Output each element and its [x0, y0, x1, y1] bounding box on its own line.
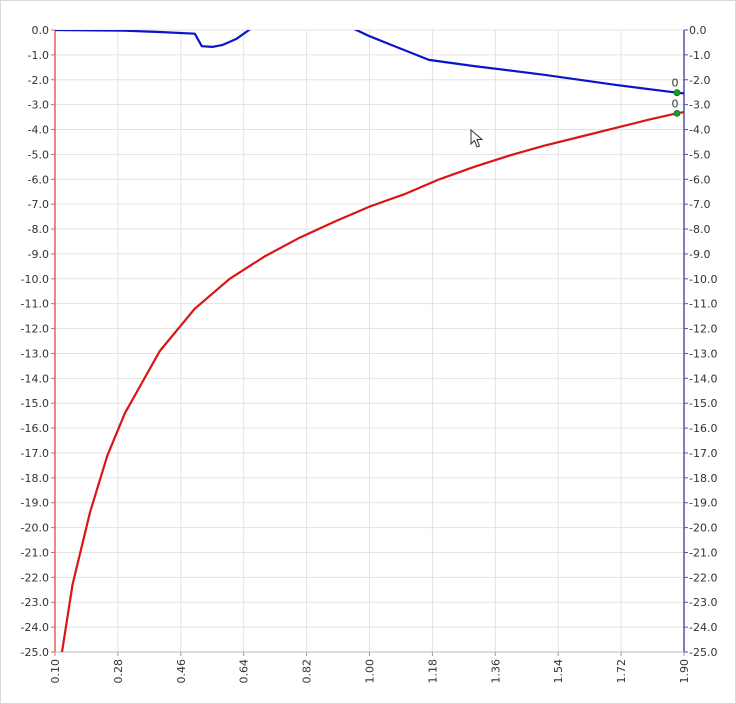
right-y-tick-label: -10.0	[689, 273, 717, 286]
x-tick-label: 0.10	[49, 659, 62, 684]
series-layer	[55, 30, 684, 652]
left-y-tick-label: 0.0	[32, 24, 50, 37]
red-series-line	[60, 111, 684, 652]
left-y-tick-label: -15.0	[21, 397, 49, 410]
left-y-tick-label: -14.0	[21, 372, 49, 385]
right-y-tick-label: -17.0	[689, 447, 717, 460]
right-y-tick-label: -11.0	[689, 298, 717, 311]
left-y-tick-label: -21.0	[21, 546, 49, 559]
right-y-tick-label: 0.0	[689, 24, 707, 37]
right-y-tick-label: -16.0	[689, 422, 717, 435]
x-tick-label: 1.36	[489, 659, 502, 684]
left-y-tick-label: -12.0	[21, 323, 49, 336]
right-y-tick-label: -5.0	[689, 148, 710, 161]
left-y-tick-label: -23.0	[21, 596, 49, 609]
blue-series-end-label: 0	[672, 77, 679, 90]
left-y-tick-label: -25.0	[21, 646, 49, 659]
red-series-end-label: 0	[672, 97, 679, 110]
left-y-tick-label: -9.0	[28, 248, 49, 261]
right-y-tick-label: -21.0	[689, 546, 717, 559]
right-y-tick-label: -24.0	[689, 621, 717, 634]
axes	[51, 29, 688, 656]
right-y-tick-label: -8.0	[689, 223, 710, 236]
right-y-tick-label: -7.0	[689, 198, 710, 211]
left-y-tick-label: -11.0	[21, 298, 49, 311]
arrow-cursor-icon	[470, 129, 484, 148]
left-y-tick-label: -24.0	[21, 621, 49, 634]
right-y-tick-label: -15.0	[689, 397, 717, 410]
right-y-tick-label: -6.0	[689, 173, 710, 186]
left-y-tick-label: -8.0	[28, 223, 49, 236]
right-y-tick-label: -1.0	[689, 49, 710, 62]
red-series-end-marker	[673, 109, 681, 117]
right-y-tick-label: -23.0	[689, 596, 717, 609]
left-y-tick-label: -22.0	[21, 571, 49, 584]
left-y-tick-label: -19.0	[21, 497, 49, 510]
x-tick-label: 1.72	[615, 659, 628, 684]
grid	[54, 29, 685, 653]
left-y-tick-label: -3.0	[28, 99, 49, 112]
tick-labels: 0.0 0.0 -1.0 -1.0 -2.0 -2.0 -3.0 -3.0 -4.0 -4.0 -5…	[21, 24, 718, 684]
blue-series-line	[55, 30, 684, 95]
x-tick-label: 0.46	[175, 659, 188, 684]
blue-series-end-marker	[673, 89, 681, 97]
left-y-tick-label: -7.0	[28, 198, 49, 211]
left-y-tick-label: -5.0	[28, 148, 49, 161]
right-y-tick-label: -19.0	[689, 497, 717, 510]
left-y-tick-label: -6.0	[28, 173, 49, 186]
right-y-tick-label: -9.0	[689, 248, 710, 261]
x-tick-label: 0.28	[112, 659, 125, 684]
left-y-tick-label: -4.0	[28, 124, 49, 137]
x-tick-label: 1.18	[426, 659, 439, 684]
right-y-tick-label: -14.0	[689, 372, 717, 385]
x-tick-label: 0.64	[238, 659, 251, 684]
left-y-tick-label: -16.0	[21, 422, 49, 435]
x-tick-label: 1.90	[678, 659, 691, 684]
right-y-tick-label: -13.0	[689, 347, 717, 360]
right-y-tick-label: -18.0	[689, 472, 717, 485]
right-y-tick-label: -3.0	[689, 99, 710, 112]
left-y-tick-label: -2.0	[28, 74, 49, 87]
right-y-tick-label: -25.0	[689, 646, 717, 659]
left-y-tick-label: -10.0	[21, 273, 49, 286]
right-y-tick-label: -4.0	[689, 124, 710, 137]
right-y-tick-label: -12.0	[689, 323, 717, 336]
left-y-tick-label: -1.0	[28, 49, 49, 62]
x-tick-label: 1.00	[364, 659, 377, 684]
left-y-tick-label: -18.0	[21, 472, 49, 485]
right-y-tick-label: -2.0	[689, 74, 710, 87]
x-tick-label: 1.54	[552, 659, 565, 684]
right-y-tick-label: -20.0	[689, 522, 717, 535]
right-y-tick-label: -22.0	[689, 571, 717, 584]
left-y-tick-label: -17.0	[21, 447, 49, 460]
left-y-tick-label: -20.0	[21, 522, 49, 535]
left-y-tick-label: -13.0	[21, 347, 49, 360]
x-tick-label: 0.82	[301, 659, 314, 684]
